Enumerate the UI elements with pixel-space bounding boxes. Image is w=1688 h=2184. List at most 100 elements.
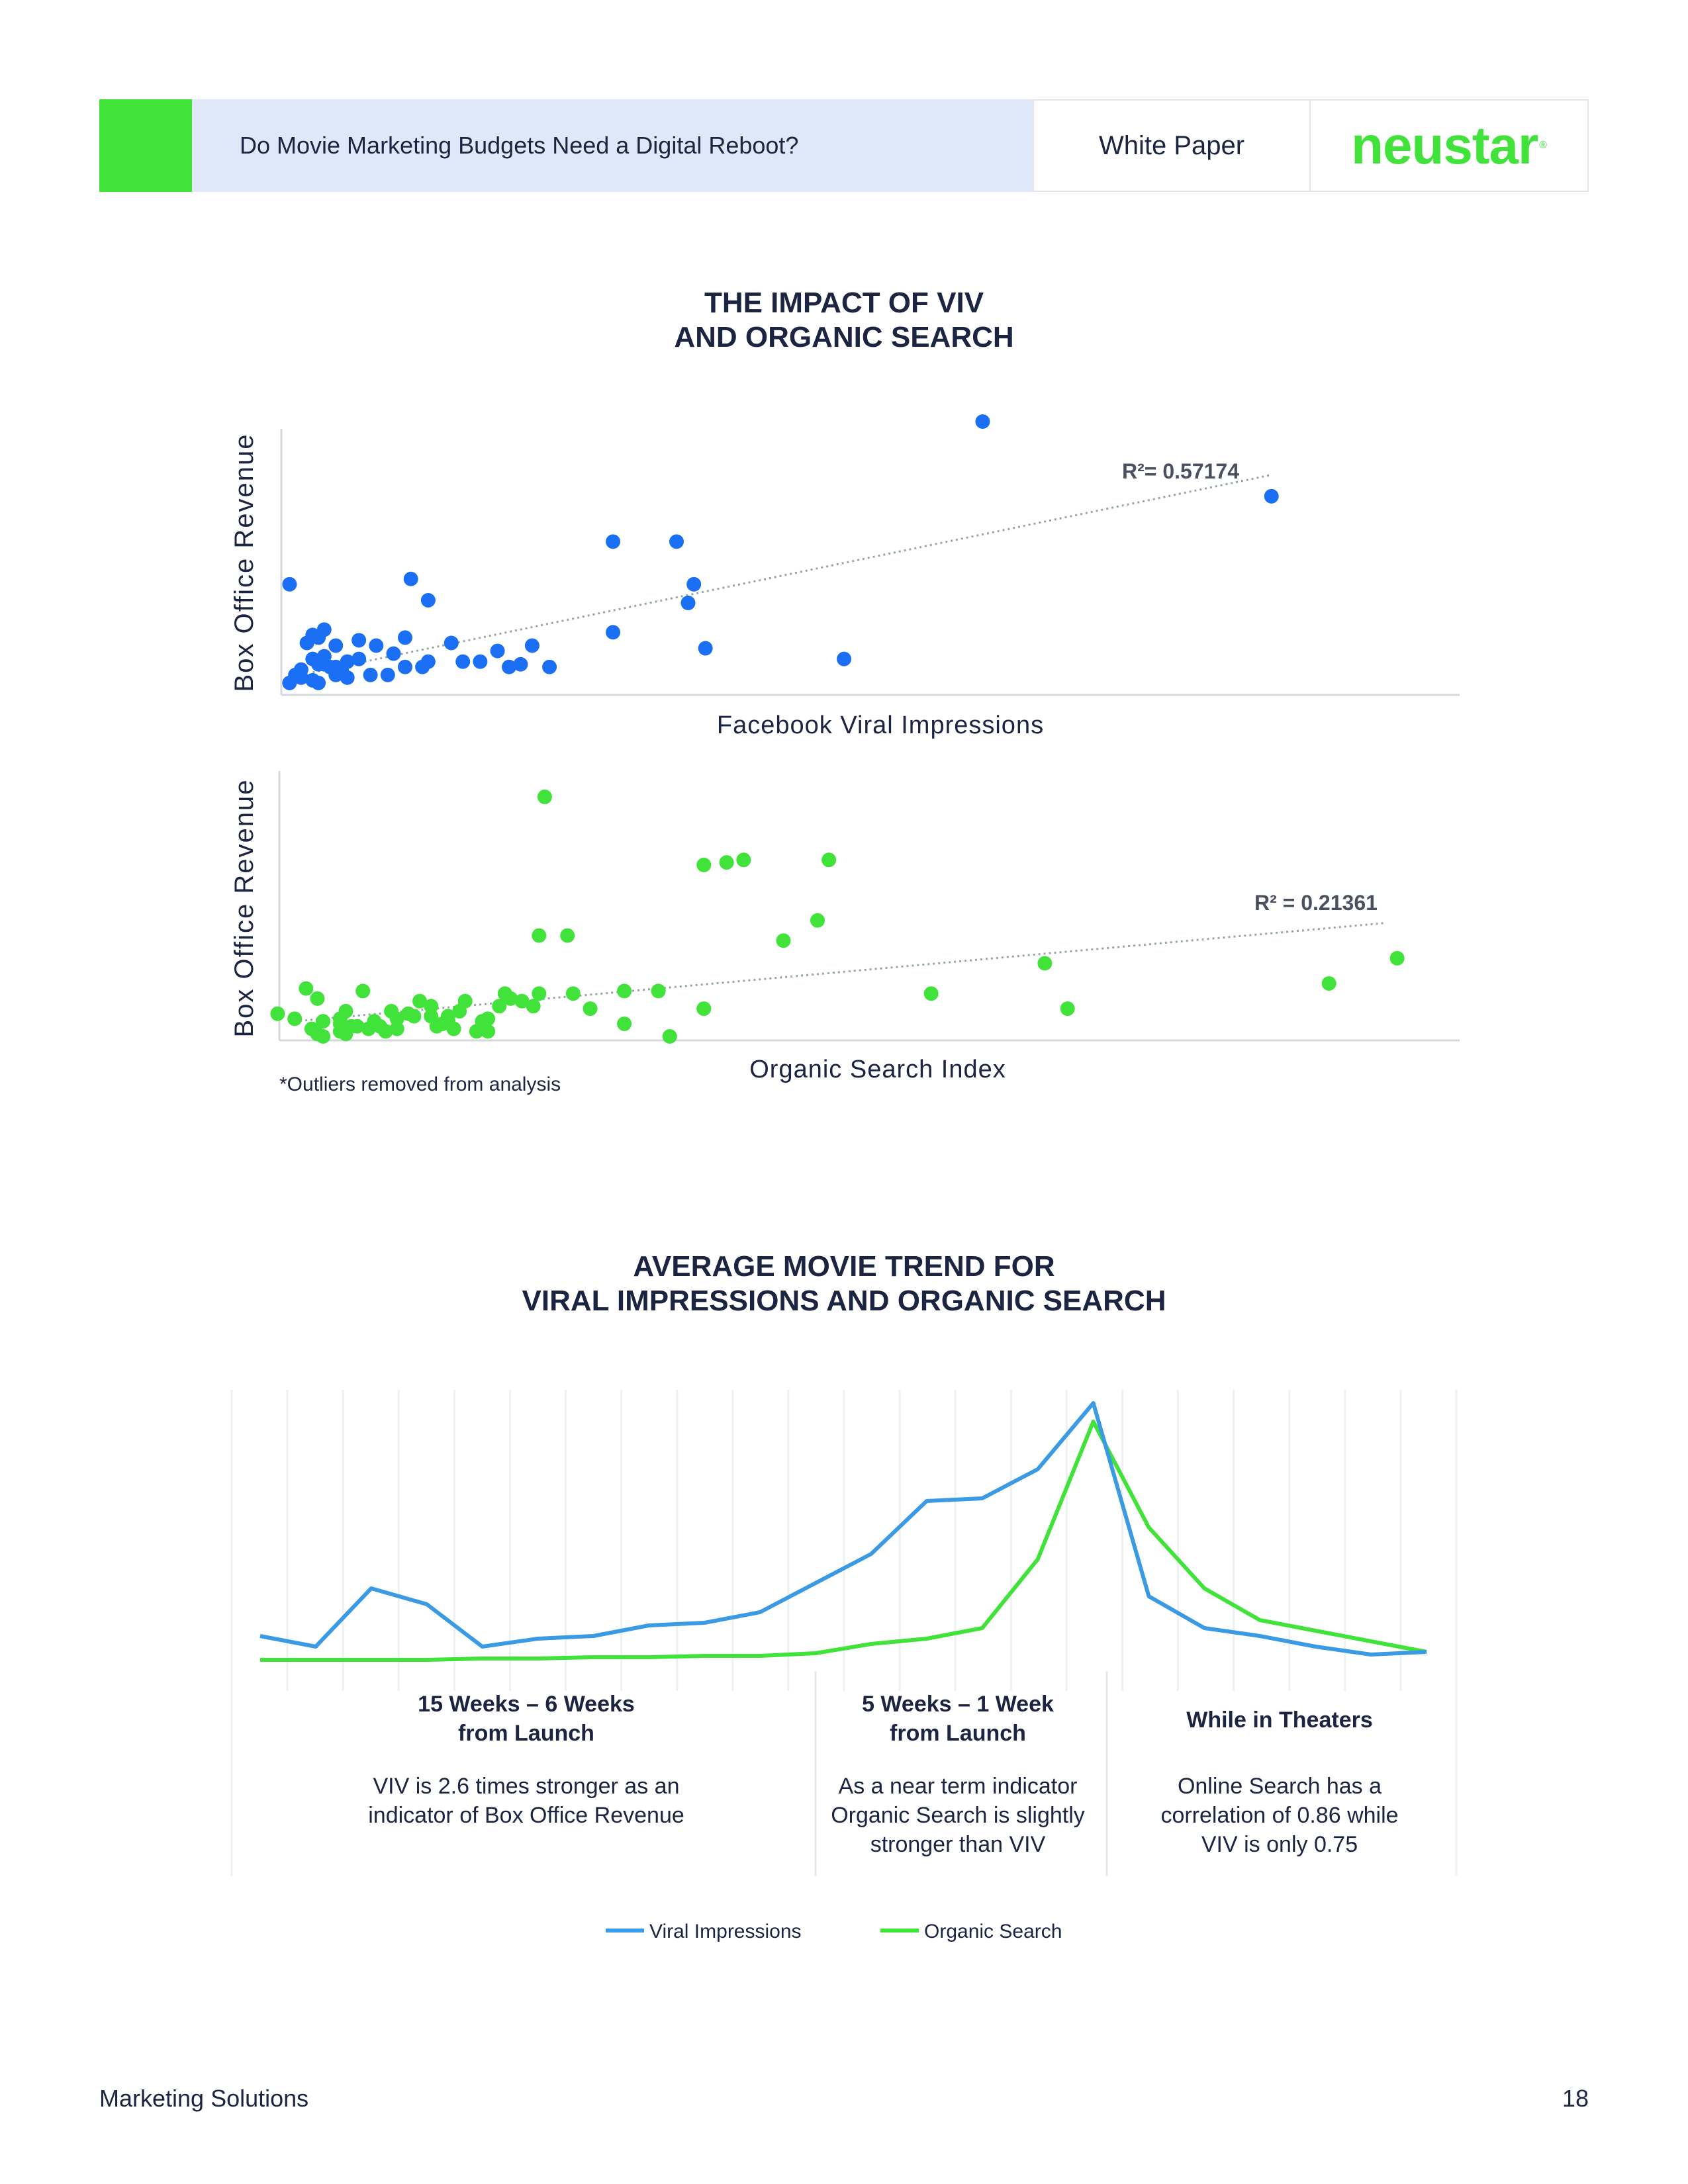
data-point [350,1019,365,1034]
data-point [532,986,547,1001]
data-point [651,983,666,999]
data-point [403,571,418,586]
data-point [532,928,547,943]
trend-legend: Viral Impressions Organic Search [606,1921,1062,1942]
phase-title: While in Theaters [1186,1707,1373,1733]
phase-title: from Launch [458,1721,594,1746]
data-point [338,1026,353,1042]
data-point [338,1003,353,1019]
charts-canvas: Box Office Revenue Facebook Viral Impres… [230,414,1460,1942]
data-point [481,1011,496,1026]
neustar-logo: neustar ® [1311,99,1589,192]
data-point [776,933,791,948]
data-point [369,638,384,653]
x-axis-label: Organic Search Index [749,1056,1006,1083]
scatter-viv-points [282,414,1279,690]
data-point [669,534,684,549]
phase-description: VIV is 2.6 times stronger as an [373,1774,680,1799]
series-line [260,1420,1427,1662]
logo-text: neustar [1351,116,1538,175]
data-point [412,993,428,1009]
chart-title-line2: AND ORGANIC SEARCH [674,321,1014,353]
data-point [1037,956,1053,971]
data-point [440,1009,455,1024]
data-point [378,1024,393,1039]
data-point [821,852,837,868]
y-axis-label: Box Office Revenue [230,778,259,1037]
data-point [352,633,367,648]
data-point [606,534,621,549]
r-squared-label: R²= 0.57174 [1122,459,1239,483]
phase-description: stronger than VIV [870,1832,1046,1857]
data-point [583,1001,598,1017]
header-accent-block [99,99,192,192]
data-point [503,991,518,1006]
data-point [696,1001,712,1017]
data-point [316,622,332,637]
data-point [719,855,734,870]
data-point [397,630,412,645]
scatter-organic: Box Office Revenue Organic Search Index … [230,771,1460,1095]
phase-annotations: 15 Weeks – 6 Weeks from Launch VIV is 2.6 … [368,1692,1398,1857]
data-point [698,641,713,656]
phase-description: VIV is only 0.75 [1201,1832,1358,1857]
data-point [328,638,344,653]
data-point [334,662,349,677]
data-point [617,1016,632,1031]
data-point [420,654,436,669]
data-point [444,635,459,651]
data-point [299,981,314,996]
chart-title-line1: THE IMPACT OF VIV [704,287,984,319]
data-point [560,928,575,943]
data-point [524,638,539,653]
phase-description: Online Search has a [1178,1774,1382,1799]
scatter-viv: Box Office Revenue Facebook Viral Impres… [230,414,1460,739]
data-point [352,651,367,666]
data-point [380,667,395,682]
data-point [420,593,436,608]
data-point [492,999,507,1014]
document-type: White Paper [1033,99,1311,192]
phase-description: correlation of 0.86 while [1160,1803,1398,1828]
data-point [1389,950,1405,966]
data-point [355,983,371,999]
trend-line-chart: 15 Weeks – 6 Weeks from Launch VIV is 2.6 … [230,1390,1458,1942]
phase-title: from Launch [890,1721,1026,1746]
data-point [617,983,632,999]
legend-label: Organic Search [924,1921,1062,1942]
data-point [810,913,825,928]
chart-title-line1: AVERAGE MOVIE TREND FOR [633,1250,1055,1283]
x-axis-label: Facebook Viral Impressions [717,711,1044,739]
data-point [1321,976,1336,991]
data-point [696,857,712,872]
data-point [282,576,297,592]
chart-title-line2: VIRAL IMPRESSIONS AND ORGANIC SEARCH [522,1285,1166,1317]
data-point [316,1029,331,1044]
registered-mark: ® [1539,140,1547,151]
data-point [322,659,338,674]
data-point [446,1021,461,1036]
data-point [389,1011,404,1026]
phase-description: As a near term indicator [839,1774,1078,1799]
data-point [287,1011,303,1026]
data-point [270,1006,285,1021]
data-point [565,986,581,1001]
data-point [406,1009,422,1024]
chart-title-trend: AVERAGE MOVIE TREND FOR VIRAL IMPRESSION… [0,1250,1688,1318]
data-point [293,662,308,677]
data-point [513,657,528,672]
data-point [975,414,990,429]
data-point [502,659,516,674]
data-point [311,675,326,690]
phase-description: Organic Search is slightly [831,1803,1085,1828]
trendline [312,474,1272,674]
legend-label: Viral Impressions [649,1921,802,1942]
data-point [680,596,696,611]
data-point [1264,488,1279,504]
header-title-bar: Do Movie Marketing Budgets Need a Digita… [192,99,1033,192]
data-point [837,651,852,666]
y-axis-label: Box Office Revenue [230,433,259,692]
data-point [606,625,621,640]
footer-section-name: Marketing Solutions [99,2085,309,2112]
r-squared-label: R² = 0.21361 [1254,891,1378,915]
